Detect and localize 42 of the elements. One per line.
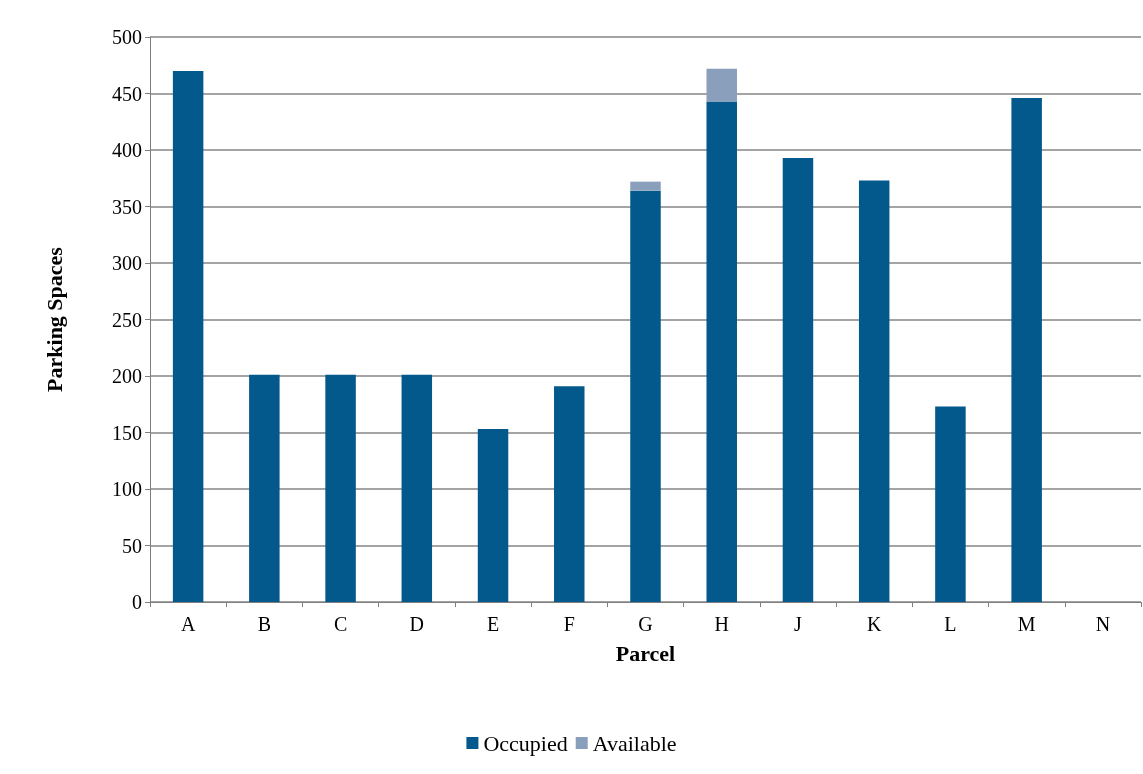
- bar: [706, 68, 737, 102]
- y-tick-label: 200: [112, 365, 142, 387]
- y-tick-label: 0: [132, 591, 142, 613]
- y-tick-label: 250: [112, 308, 142, 331]
- x-tick-label: J: [794, 613, 803, 635]
- y-tick-label: 500: [112, 26, 142, 48]
- x-tick-label: E: [486, 613, 500, 635]
- x-tick-label: M: [1017, 613, 1036, 635]
- bar: [630, 181, 661, 191]
- x-tick-label: L: [944, 613, 957, 635]
- bar: [172, 70, 204, 602]
- bar: [554, 386, 585, 602]
- y-axis-title: Parking Spaces: [41, 246, 67, 392]
- x-tick-label: F: [563, 613, 575, 635]
- x-tick-label: K: [866, 613, 882, 635]
- y-tick-label: 300: [112, 252, 142, 274]
- bar: [858, 180, 890, 602]
- bar: [325, 374, 356, 602]
- y-tick-label: 350: [112, 195, 142, 218]
- x-tick-label: H: [714, 613, 729, 635]
- bar: [782, 157, 814, 602]
- x-tick-label: D: [409, 613, 425, 635]
- bar: [935, 406, 966, 602]
- x-axis-title: Parcel: [615, 640, 676, 666]
- x-tick-label: A: [180, 613, 196, 635]
- bar: [249, 374, 280, 602]
- y-tick-label: 150: [112, 421, 142, 444]
- legend-label: Occupied: [483, 730, 568, 756]
- bar: [401, 374, 433, 602]
- y-tick-label: 450: [112, 82, 142, 105]
- x-tick-label: N: [1095, 613, 1111, 635]
- y-tick-label: 100: [112, 478, 142, 500]
- bar: [1011, 98, 1042, 602]
- bar: [706, 101, 737, 602]
- legend-label: Available: [592, 730, 677, 756]
- bar: [477, 429, 509, 602]
- y-tick-label: 50: [122, 534, 142, 557]
- y-tick-label: 400: [112, 139, 142, 161]
- x-tick-label: G: [638, 613, 653, 635]
- bar: [630, 190, 661, 602]
- x-tick-label: C: [333, 613, 348, 635]
- x-tick-label: B: [257, 613, 272, 635]
